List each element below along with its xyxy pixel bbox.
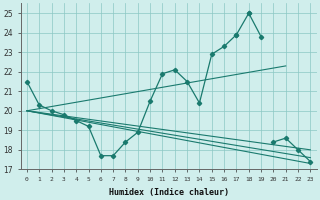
X-axis label: Humidex (Indice chaleur): Humidex (Indice chaleur) bbox=[108, 188, 228, 197]
